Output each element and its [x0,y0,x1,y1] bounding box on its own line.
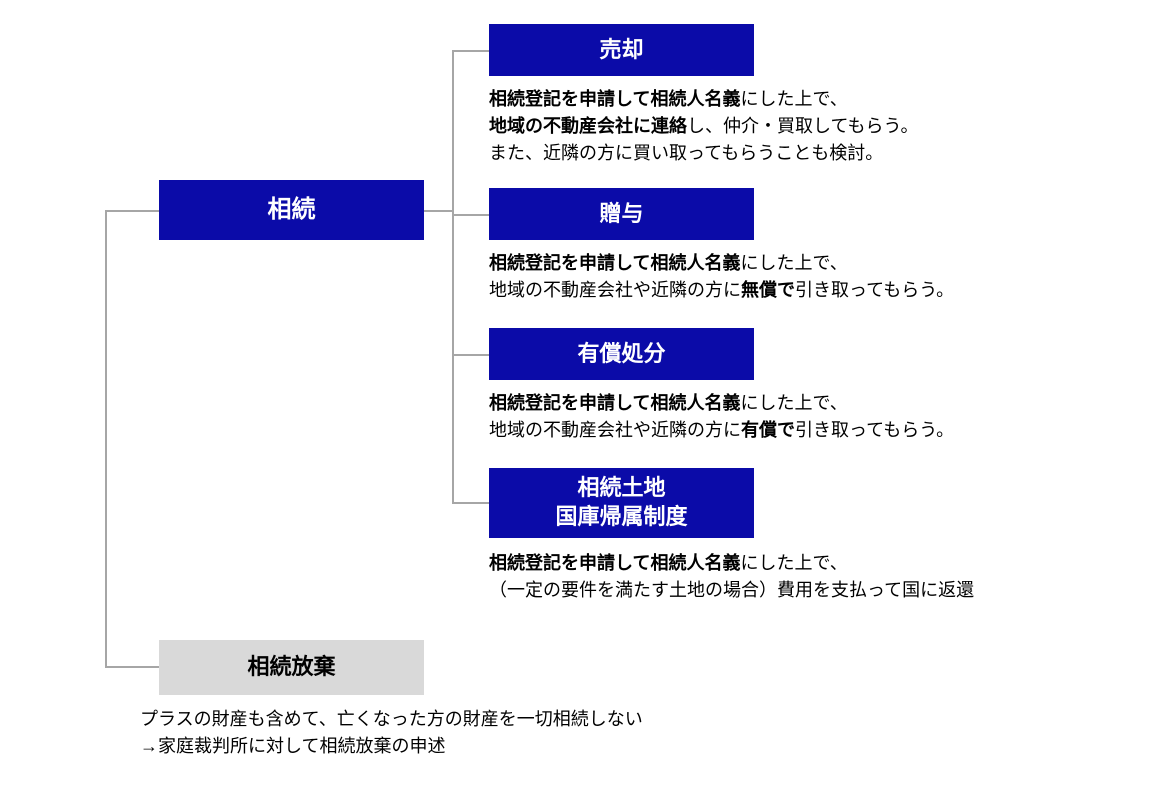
node-national-label: 相続土地国庫帰属制度 [555,474,687,531]
node-sale: 売却 [489,24,754,76]
connector-line [452,354,489,356]
desc-sale: 相続登記を申請して相続人名義にした上で、地域の不動産会社に連絡し、仲介・買取して… [489,86,918,167]
connector-line [105,210,159,212]
desc-national: 相続登記を申請して相続人名義にした上で、（一定の要件を満たす土地の場合）費用を支… [489,550,974,604]
desc-renounce: プラスの財産も含めて、亡くなった方の財産を一切相続しない→家庭裁判所に対して相続… [140,706,643,760]
node-renounce-label: 相続放棄 [247,653,335,682]
connector-line [452,50,454,504]
connector-line [424,210,454,212]
connector-line [105,666,159,668]
node-inherit-label: 相続 [268,194,316,225]
node-paid-label: 有償処分 [577,340,665,369]
node-paid: 有償処分 [489,328,754,380]
connector-line [452,214,489,216]
node-renounce: 相続放棄 [159,640,424,695]
connector-line [452,502,489,504]
node-national: 相続土地国庫帰属制度 [489,468,754,538]
desc-gift: 相続登記を申請して相続人名義にした上で、地域の不動産会社や近隣の方に無償で引き取… [489,250,954,304]
node-inherit: 相続 [159,180,424,240]
connector-line [452,50,489,52]
node-gift-label: 贈与 [599,200,643,229]
node-gift: 贈与 [489,188,754,240]
connector-line [105,210,107,668]
desc-paid: 相続登記を申請して相続人名義にした上で、地域の不動産会社や近隣の方に有償で引き取… [489,390,954,444]
node-sale-label: 売却 [599,36,643,65]
